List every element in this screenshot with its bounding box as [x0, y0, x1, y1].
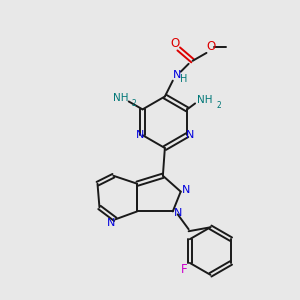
- Text: N: N: [107, 218, 116, 228]
- Text: N: N: [172, 70, 181, 80]
- Text: 2: 2: [217, 101, 221, 110]
- Text: O: O: [170, 38, 179, 50]
- Text: 2: 2: [131, 99, 136, 108]
- Text: F: F: [181, 263, 187, 276]
- Text: N: N: [174, 208, 182, 218]
- Text: N: N: [182, 184, 190, 195]
- Text: O: O: [207, 40, 216, 53]
- Text: H: H: [180, 74, 188, 84]
- Text: N: N: [186, 130, 194, 140]
- Text: NH: NH: [197, 95, 213, 106]
- Text: NH: NH: [113, 94, 128, 103]
- Text: N: N: [135, 130, 144, 140]
